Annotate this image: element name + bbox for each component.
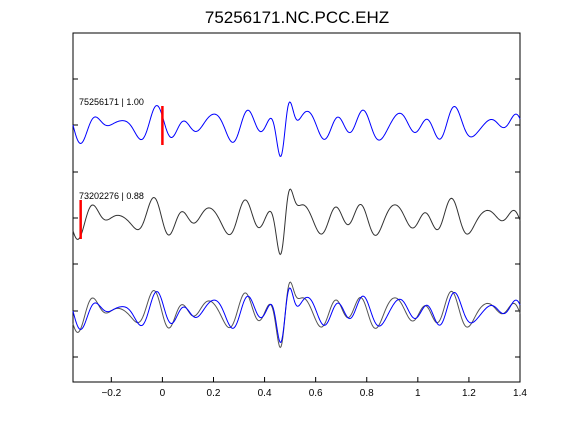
- chart-title: 75256171.NC.PCC.EHZ: [205, 8, 389, 27]
- overlay-trace-1: [72, 287, 521, 343]
- trace-2-line: [72, 188, 521, 256]
- x-tick-label: 0.8: [360, 388, 374, 399]
- y-axis-ticks: [73, 32, 520, 358]
- x-tick-label: 0.2: [207, 388, 221, 399]
- x-tick-label: 1: [415, 388, 421, 399]
- trace-1-label: 75256171 | 1.00: [79, 97, 144, 107]
- x-axis: −0.2 0 0.2 0.4 0.6 0.8 1 1.2 1.4: [101, 377, 527, 399]
- trace-1-line: [72, 101, 521, 157]
- plot-frame: [72, 32, 521, 383]
- trace-2-label: 73202276 | 0.88: [79, 191, 144, 201]
- x-tick-label: −0.2: [101, 388, 121, 399]
- trace-annotations: 75256171 | 1.00 73202276 | 0.88: [79, 97, 144, 201]
- x-tick-label: 0.6: [309, 388, 323, 399]
- traces: [72, 101, 521, 349]
- x-tick-label: 1.4: [513, 388, 527, 399]
- x-tick-label: 0: [160, 388, 166, 399]
- overlay-trace-2: [72, 281, 521, 349]
- x-tick-label: 0.4: [258, 388, 272, 399]
- x-tick-label: 1.2: [462, 388, 476, 399]
